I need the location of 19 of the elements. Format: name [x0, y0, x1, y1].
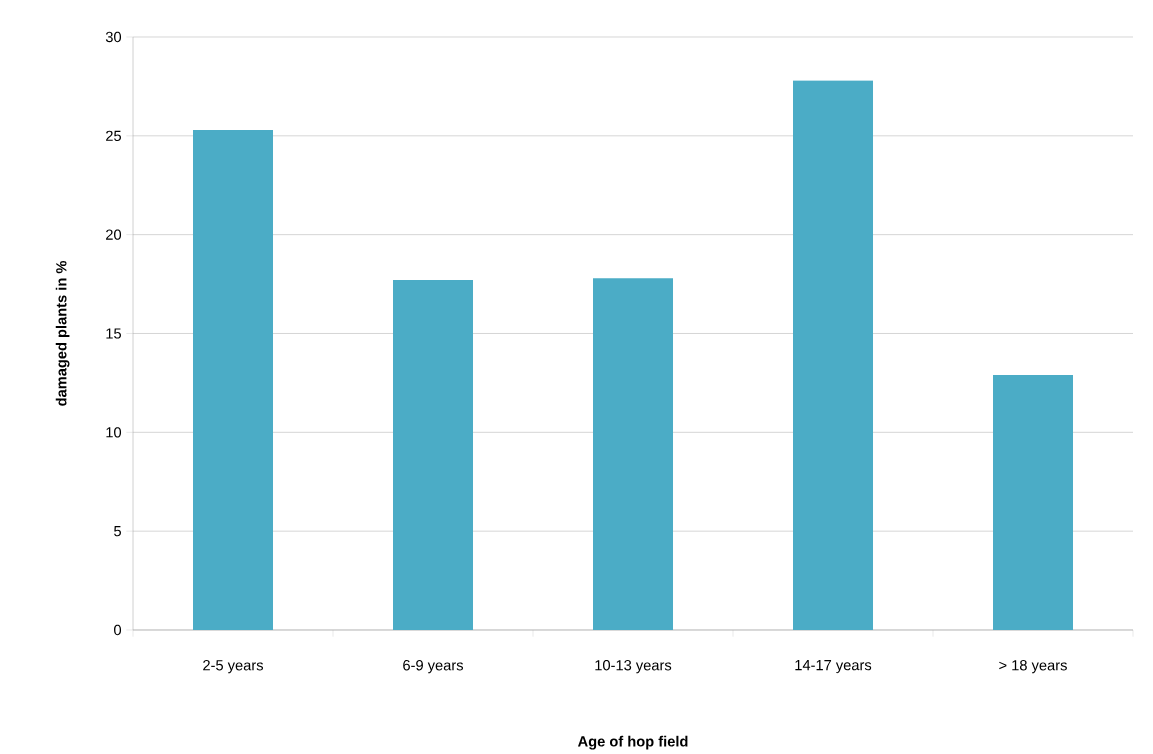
y-tick-label: 10	[106, 427, 122, 438]
x-tick-label: > 18 years	[999, 660, 1067, 674]
x-tick-label: 10-13 years	[595, 660, 672, 674]
y-tick-label: 5	[114, 526, 121, 537]
bar	[593, 278, 674, 630]
x-tick-label: 6-9 years	[403, 660, 464, 674]
y-tick-label: 20	[106, 229, 122, 240]
y-tick-label: 0	[114, 624, 122, 636]
x-tick-label: 2-5 years	[203, 660, 264, 674]
x-axis-title: Age of hop field	[577, 735, 688, 750]
y-tick-label: 30	[105, 31, 122, 43]
bar	[993, 375, 1074, 630]
bar	[193, 129, 274, 630]
y-tick-label: 15	[106, 328, 121, 339]
bar	[793, 80, 874, 630]
x-tick-label: 14-17 years	[795, 660, 872, 674]
y-axis-title: damaged plants in %	[55, 260, 70, 406]
bar	[393, 280, 474, 630]
y-tick-label: 25	[106, 130, 121, 142]
